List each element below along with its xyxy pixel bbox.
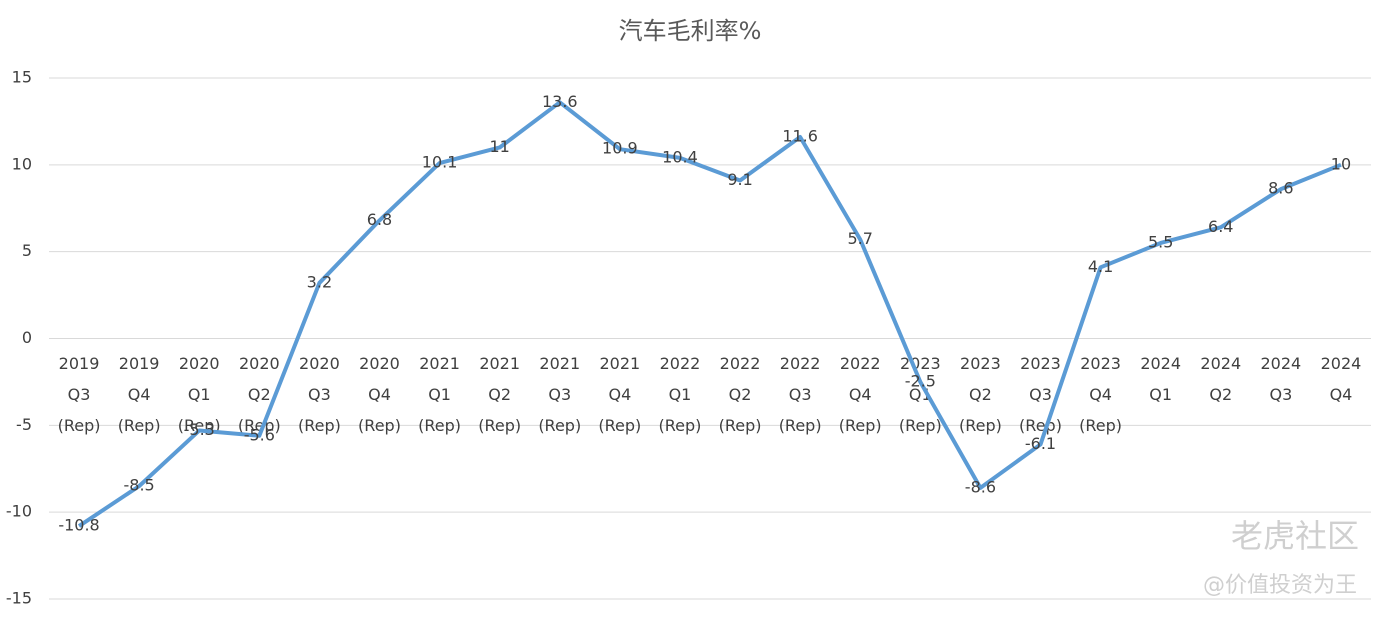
y-tick-label: -5 [16,415,32,434]
y-tick-label: 0 [22,328,32,347]
data-line [77,100,1342,528]
x-tick-label: 2021 Q4 (Rep) [598,354,641,435]
data-label: -5.6 [244,425,275,444]
data-label: -10.8 [58,516,99,535]
data-label: 11 [490,137,510,156]
data-label: 5.5 [1148,232,1173,251]
data-label: -5.3 [184,420,215,439]
x-tick-label: 2023 Q3 (Rep) [1019,354,1062,435]
data-label: -2.5 [905,371,936,390]
x-tick-label: 2019 Q4 (Rep) [118,354,161,435]
data-label: -6.1 [1025,434,1056,453]
x-tick-label: 2020 Q4 (Rep) [358,354,401,435]
data-label: 11.6 [782,127,818,146]
x-tick-label: 2024 Q2 [1200,354,1241,404]
x-tick-label: 2022 Q4 (Rep) [839,354,882,435]
data-label: 5.7 [848,229,873,248]
x-tick-label: 2023 Q4 (Rep) [1079,354,1122,435]
x-tick-label: 2024 Q3 [1261,354,1302,404]
data-label: 10.4 [662,147,698,166]
y-tick-label: -15 [6,589,32,608]
x-tick-label: 2021 Q1 (Rep) [418,354,461,435]
data-label: 3.2 [307,272,332,291]
data-label: 10.1 [422,153,458,172]
x-tick-label: 2023 Q2 (Rep) [959,354,1002,435]
x-tick-label: 2021 Q3 (Rep) [538,354,581,435]
x-tick-label: 2023 Q1 (Rep) [899,354,942,435]
data-label: 6.4 [1208,217,1233,236]
data-label: 10 [1331,154,1351,173]
data-label: 4.1 [1088,257,1113,276]
x-tick-label: 2024 Q4 [1321,354,1362,404]
x-tick-label: 2024 Q1 [1140,354,1181,404]
x-tick-label: 2020 Q3 (Rep) [298,354,341,435]
y-tick-label: 15 [12,68,32,87]
watermark: 老虎社区 [1231,517,1359,555]
x-tick-label: 2020 Q2 (Rep) [238,354,281,435]
data-label: -8.6 [965,477,996,496]
data-label: 8.6 [1268,179,1293,198]
x-tick-label: 2019 Q3 (Rep) [58,354,101,435]
data-label: -8.5 [124,476,155,495]
x-tick-label: 2021 Q2 (Rep) [478,354,521,435]
x-tick-label: 2022 Q3 (Rep) [779,354,822,435]
x-tick-label: 2022 Q1 (Rep) [659,354,702,435]
x-tick-label: 2022 Q2 (Rep) [719,354,762,435]
data-label: 9.1 [727,170,752,189]
y-tick-label: 5 [22,241,32,260]
chart-title: 汽车毛利率% [619,17,762,45]
data-label: 10.9 [602,139,638,158]
data-label: 6.8 [367,210,392,229]
y-tick-label: 10 [12,154,32,173]
data-label: 13.6 [542,92,578,111]
watermark: @价值投资为王 [1203,573,1357,598]
y-tick-label: -10 [6,502,32,521]
